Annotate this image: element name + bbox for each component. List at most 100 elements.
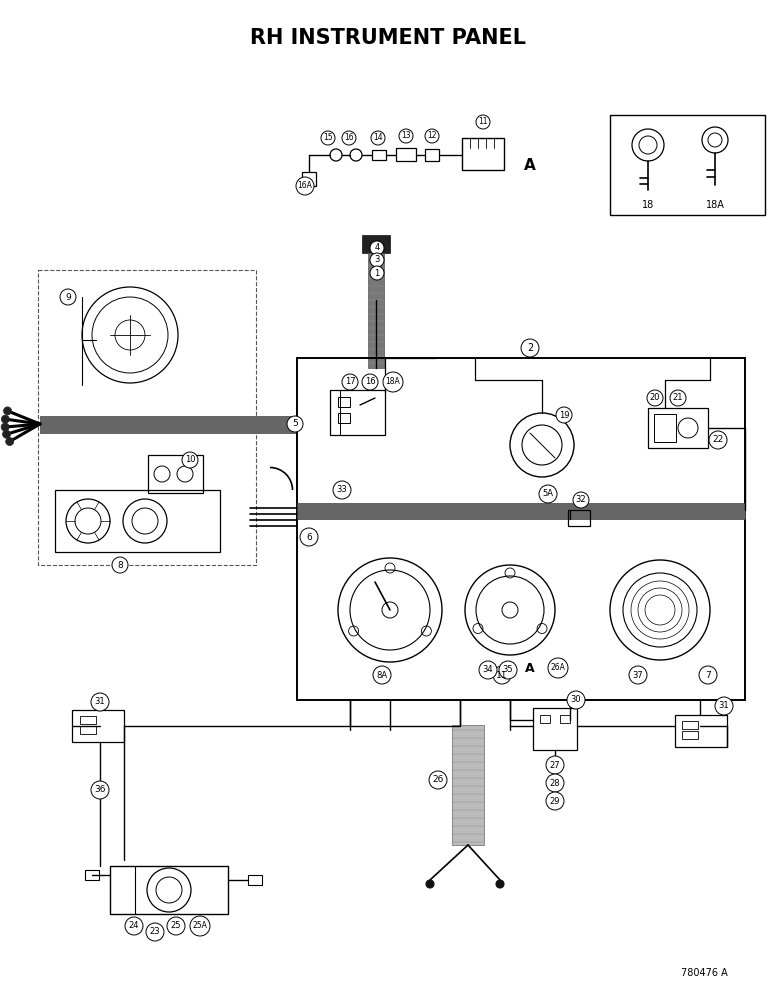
- Circle shape: [499, 661, 517, 679]
- Bar: [540, 715, 550, 723]
- Text: 17: 17: [345, 377, 355, 386]
- Text: 18A: 18A: [705, 200, 725, 210]
- Circle shape: [125, 917, 143, 935]
- Text: RH INSTRUMENT PANEL: RH INSTRUMENT PANEL: [250, 28, 526, 48]
- Circle shape: [715, 697, 733, 715]
- Circle shape: [342, 374, 358, 390]
- Circle shape: [333, 481, 351, 499]
- Text: 35: 35: [503, 666, 513, 674]
- Bar: [533, 708, 577, 750]
- Text: 25A: 25A: [192, 922, 207, 930]
- Text: 23: 23: [150, 928, 161, 936]
- Text: 2: 2: [527, 343, 533, 353]
- Bar: [80, 716, 96, 724]
- Text: 25: 25: [171, 922, 182, 930]
- Circle shape: [647, 390, 663, 406]
- Text: 29: 29: [549, 796, 560, 806]
- Text: 7: 7: [705, 670, 711, 680]
- Bar: [80, 726, 96, 734]
- Circle shape: [521, 339, 539, 357]
- Circle shape: [296, 177, 314, 195]
- Circle shape: [342, 131, 356, 145]
- Circle shape: [476, 115, 490, 129]
- Text: 5A: 5A: [542, 489, 553, 498]
- Text: 8: 8: [117, 560, 123, 570]
- Text: 8A: 8A: [376, 670, 387, 680]
- Circle shape: [556, 407, 572, 423]
- Circle shape: [399, 129, 413, 143]
- Text: 9: 9: [65, 292, 71, 302]
- Circle shape: [146, 923, 164, 941]
- Bar: [40, 416, 295, 433]
- Bar: [682, 731, 698, 739]
- Bar: [297, 503, 745, 519]
- Circle shape: [429, 771, 447, 789]
- Text: 13: 13: [401, 131, 411, 140]
- Text: 1: 1: [374, 268, 379, 277]
- Circle shape: [370, 253, 384, 267]
- Text: 12: 12: [428, 131, 437, 140]
- Text: 31: 31: [95, 698, 106, 706]
- Bar: [338, 397, 350, 407]
- Circle shape: [425, 129, 439, 143]
- Bar: [110, 866, 228, 914]
- Circle shape: [709, 431, 727, 449]
- Text: 21: 21: [673, 393, 683, 402]
- Bar: [302, 172, 316, 186]
- Circle shape: [546, 756, 564, 774]
- Bar: [425, 149, 439, 161]
- Text: 33: 33: [337, 486, 348, 494]
- Text: 3: 3: [374, 255, 379, 264]
- Bar: [654, 414, 676, 442]
- Bar: [85, 870, 99, 880]
- Circle shape: [548, 658, 568, 678]
- Circle shape: [426, 880, 434, 888]
- Text: 6: 6: [306, 532, 312, 542]
- Bar: [38, 270, 256, 565]
- Bar: [568, 510, 590, 526]
- Text: 36: 36: [94, 786, 106, 794]
- Circle shape: [287, 416, 303, 432]
- Bar: [55, 490, 220, 552]
- Text: 18A: 18A: [386, 377, 400, 386]
- Bar: [148, 455, 203, 493]
- Circle shape: [91, 693, 109, 711]
- Bar: [452, 725, 484, 845]
- Bar: [72, 710, 124, 742]
- Bar: [682, 721, 698, 729]
- Text: 780476 A: 780476 A: [681, 968, 728, 978]
- Circle shape: [167, 917, 185, 935]
- Circle shape: [546, 774, 564, 792]
- Text: 26A: 26A: [550, 664, 566, 672]
- Circle shape: [493, 666, 511, 684]
- Bar: [362, 235, 390, 253]
- Circle shape: [2, 430, 11, 438]
- Circle shape: [567, 691, 585, 709]
- Text: 11: 11: [478, 117, 488, 126]
- Bar: [248, 875, 262, 885]
- Bar: [368, 253, 384, 368]
- Text: 22: 22: [712, 436, 724, 444]
- Bar: [297, 358, 745, 700]
- Circle shape: [699, 666, 717, 684]
- Text: 28: 28: [549, 778, 560, 788]
- Text: 16: 16: [345, 133, 354, 142]
- Circle shape: [362, 374, 378, 390]
- Circle shape: [1, 423, 9, 431]
- Bar: [372, 150, 386, 160]
- Text: 37: 37: [632, 670, 643, 680]
- Text: 20: 20: [650, 393, 660, 402]
- Text: 4: 4: [374, 243, 379, 252]
- Text: 15: 15: [323, 133, 333, 142]
- Text: 34: 34: [483, 666, 494, 674]
- Circle shape: [496, 880, 504, 888]
- Bar: [396, 148, 416, 161]
- Circle shape: [2, 415, 9, 423]
- Text: 16A: 16A: [297, 182, 313, 190]
- Circle shape: [182, 452, 198, 468]
- Circle shape: [383, 372, 403, 392]
- Text: A: A: [525, 662, 535, 674]
- Bar: [338, 413, 350, 423]
- Circle shape: [670, 390, 686, 406]
- Circle shape: [371, 131, 385, 145]
